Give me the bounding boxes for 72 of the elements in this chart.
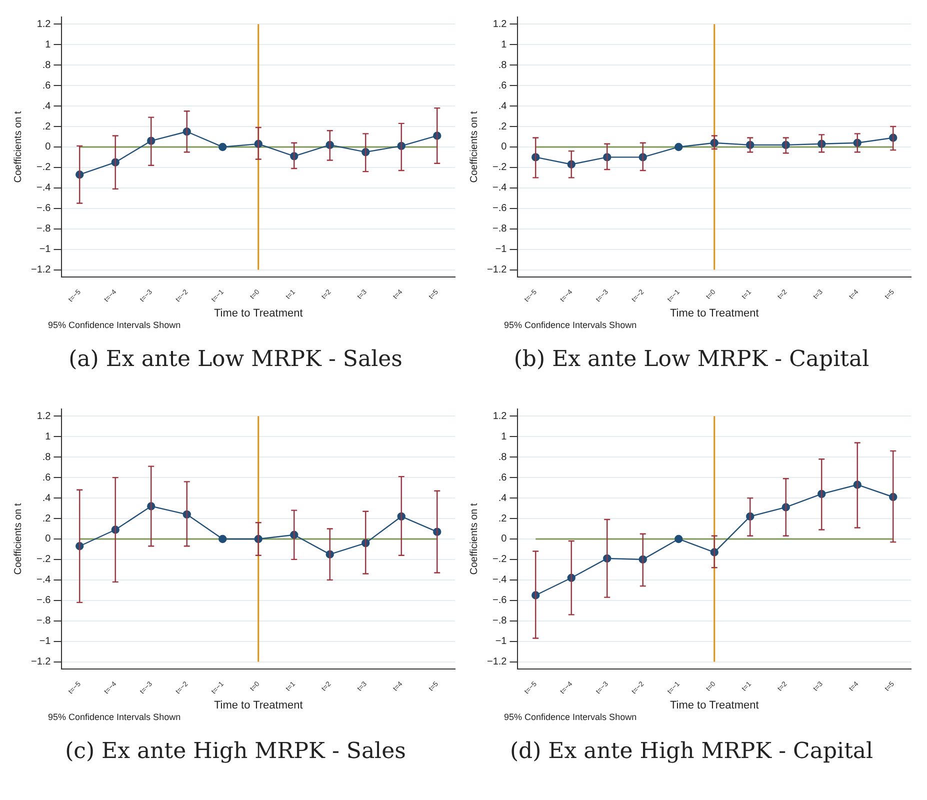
y-tick-label: 1.2 — [492, 18, 508, 30]
text: 95% Confidence Intervals Shown — [48, 320, 182, 332]
y-tick-label: −1 — [495, 244, 508, 256]
y-tick-label: −.4 — [36, 574, 52, 586]
y-tick-label: .2 — [498, 121, 508, 132]
y-tick-label: −1.2 — [30, 264, 52, 276]
y-tick-label: .6 — [42, 472, 52, 484]
y-tick-label: .4 — [498, 492, 508, 504]
y-tick-label: 1 — [45, 39, 52, 50]
y-tick-label: −.8 — [492, 224, 508, 235]
y-tick-label: −.6 — [36, 203, 52, 214]
y-tick-label: .4 — [42, 492, 52, 504]
y-tick-label: .4 — [42, 100, 52, 112]
y-tick-label: .2 — [498, 513, 508, 524]
y-tick-label: 0 — [501, 534, 508, 545]
y-tick-label: −1 — [39, 636, 52, 648]
y-tick-label: 1.2 — [492, 410, 508, 422]
y-tick-label: −1.2 — [486, 656, 508, 668]
y-tick-label: −1.2 — [30, 656, 52, 668]
y-tick-label: −1 — [495, 636, 508, 648]
y-tick-label: .6 — [498, 472, 508, 484]
text: (c) Ex ante High MRPK - Sales — [64, 739, 407, 764]
y-axis-title: Coefficients on t — [12, 110, 24, 183]
text: 95% Confidence Intervals Shown — [48, 712, 182, 724]
point — [218, 534, 227, 544]
y-tick-label: −1.2 — [486, 264, 508, 276]
y-tick-label: −.2 — [492, 162, 508, 174]
y-tick-label: −.6 — [36, 595, 52, 606]
y-tick-label: −1 — [39, 244, 52, 256]
y-tick-label: 1.2 — [36, 410, 52, 422]
y-tick-label: −.4 — [36, 182, 52, 194]
y-tick-label: .8 — [42, 452, 52, 463]
y-tick-label: 1 — [45, 431, 52, 442]
y-tick-label: 0 — [45, 534, 52, 545]
text: 95% Confidence Intervals Shown — [504, 712, 638, 724]
y-tick-label: −.4 — [492, 182, 508, 194]
y-tick-label: 1.2 — [36, 18, 52, 30]
y-tick-label: −.4 — [492, 574, 508, 586]
y-tick-label: .2 — [42, 513, 52, 524]
y-tick-label: 1 — [501, 431, 508, 442]
y-tick-label: −.2 — [492, 554, 508, 566]
x-axis-title: Time to Treatment — [670, 699, 759, 712]
y-tick-label: −.2 — [36, 162, 52, 174]
text: 95% Confidence Intervals Shown — [504, 320, 638, 332]
y-tick-label: .8 — [42, 60, 52, 71]
point — [674, 142, 683, 152]
x-axis-title: Time to Treatment — [214, 307, 303, 320]
point — [674, 534, 683, 544]
y-axis-title: Coefficients on t — [468, 110, 480, 183]
y-axis-title: Coefficients on t — [12, 502, 24, 575]
y-tick-label: 1 — [501, 39, 508, 50]
y-tick-label: 0 — [501, 142, 508, 153]
x-axis-title: Time to Treatment — [670, 307, 759, 320]
text: (b) Ex ante Low MRPK - Capital — [512, 347, 870, 372]
x-axis-title: Time to Treatment — [214, 699, 303, 712]
y-tick-label: −.6 — [492, 203, 508, 214]
point — [218, 142, 227, 152]
text: (d) Ex ante High MRPK - Capital — [508, 739, 874, 764]
y-tick-label: .8 — [498, 452, 508, 463]
y-tick-label: −.6 — [492, 595, 508, 606]
y-tick-label: .6 — [42, 80, 52, 92]
text: (a) Ex ante Low MRPK - Sales — [68, 347, 404, 372]
y-tick-label: .6 — [498, 80, 508, 92]
y-tick-label: −.8 — [36, 616, 52, 627]
y-tick-label: −.2 — [36, 554, 52, 566]
y-tick-label: 0 — [45, 142, 52, 153]
y-tick-label: .4 — [498, 100, 508, 112]
y-tick-label: .8 — [498, 60, 508, 71]
y-tick-label: −.8 — [36, 224, 52, 235]
y-tick-label: .2 — [42, 121, 52, 132]
y-axis-title: Coefficients on t — [468, 502, 480, 575]
y-tick-label: −.8 — [492, 616, 508, 627]
